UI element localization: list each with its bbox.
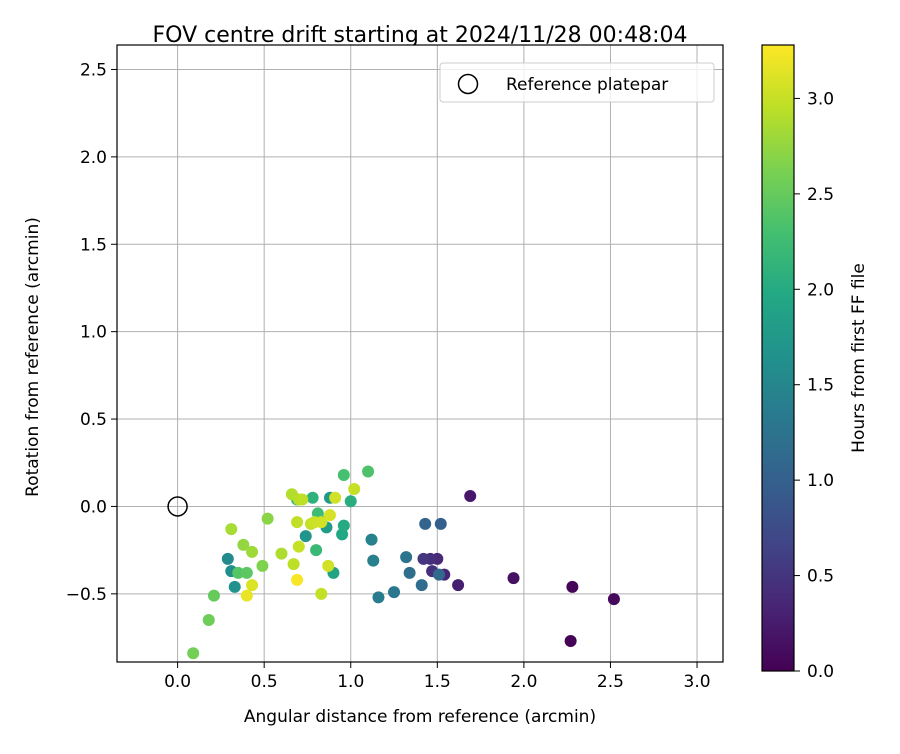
scatter-point <box>337 468 350 481</box>
colorbar-tick-label: 0.0 <box>807 662 834 682</box>
scatter-point <box>362 465 375 478</box>
y-tick-label: 2.5 <box>80 60 107 80</box>
scatter-point <box>291 516 304 529</box>
scatter-point <box>403 566 416 579</box>
legend-box <box>439 62 715 103</box>
scatter-point <box>261 512 274 525</box>
y-tick-label: 1.0 <box>80 323 107 343</box>
scatter-point <box>291 573 304 586</box>
scatter-point <box>315 587 328 600</box>
scatter-point <box>221 552 234 565</box>
scatter-point <box>415 579 428 592</box>
x-tick-label: 1.0 <box>337 672 364 692</box>
colorbar-ticks: 0.0 0.5 1.0 1.5 2.0 2.5 3.0 <box>794 89 834 682</box>
scatter-point <box>232 566 245 579</box>
scatter-point <box>202 614 215 627</box>
y-axis-label: Rotation from reference (arcmin) <box>23 217 43 497</box>
scatter-point <box>433 568 446 581</box>
y-tick-label: 1.5 <box>80 235 107 255</box>
scatter-point <box>564 635 577 648</box>
y-tick-label: −0.5 <box>66 585 107 605</box>
scatter-point <box>287 558 300 571</box>
scatter-points <box>187 465 620 660</box>
scatter-point <box>207 589 220 602</box>
colorbar-tick-label: 1.0 <box>807 471 834 491</box>
scatter-point <box>237 538 250 551</box>
y-tick-label: 2.0 <box>80 148 107 168</box>
scatter-point <box>348 482 361 495</box>
scatter-point <box>464 489 477 502</box>
scatter-point <box>337 519 350 532</box>
scatter-point <box>452 579 465 592</box>
scatter-point <box>275 547 288 560</box>
x-axis-label: Angular distance from reference (arcmin) <box>244 707 596 727</box>
colorbar-tick-label: 2.0 <box>807 280 834 300</box>
scatter-point <box>400 551 413 564</box>
scatter-point <box>419 517 432 530</box>
y-axis-ticks: −0.5 0.0 0.5 1.0 1.5 2.0 2.5 <box>66 60 117 605</box>
colorbar <box>761 44 795 672</box>
scatter-point <box>329 491 342 504</box>
scatter-point <box>323 509 336 522</box>
scatter-point <box>256 559 269 572</box>
plot-area <box>117 45 723 662</box>
scatter-point <box>299 530 312 543</box>
x-tick-label: 0.0 <box>164 672 191 692</box>
x-axis-ticks: 0.0 0.5 1.0 1.5 2.0 2.5 3.0 <box>164 662 711 692</box>
scatter-point <box>228 580 241 593</box>
scatter-point <box>367 554 380 567</box>
x-tick-label: 1.5 <box>424 672 451 692</box>
scatter-point <box>225 523 238 536</box>
plot-frame <box>116 44 724 663</box>
scatter-point <box>246 579 259 592</box>
scatter-point <box>372 591 385 604</box>
colorbar-tick-label: 1.5 <box>807 376 834 396</box>
y-tick-label: 0.0 <box>80 497 107 517</box>
legend-label: Reference platepar <box>506 75 668 95</box>
scatter-point <box>434 517 447 530</box>
colorbar-tick-label: 2.5 <box>807 185 834 205</box>
scatter-point <box>388 586 401 599</box>
scatter-point <box>246 545 259 558</box>
x-tick-label: 2.5 <box>597 672 624 692</box>
legend: Reference platepar <box>439 62 715 103</box>
scatter-point <box>344 495 357 508</box>
scatter-point <box>417 552 430 565</box>
x-tick-label: 0.5 <box>251 672 278 692</box>
scatter-point <box>566 580 579 593</box>
scatter-point <box>306 491 319 504</box>
scatter-point <box>365 533 378 546</box>
colorbar-label: Hours from first FF file <box>849 263 869 453</box>
x-tick-label: 2.0 <box>510 672 537 692</box>
scatter-point <box>292 540 305 553</box>
scatter-point <box>296 493 309 506</box>
scatter-point <box>310 544 323 557</box>
scatter-point <box>315 516 328 529</box>
scatter-point <box>240 566 253 579</box>
colorbar-tick-label: 3.0 <box>807 89 834 109</box>
scatter-point <box>322 559 335 572</box>
scatter-point <box>240 589 253 602</box>
scatter-point <box>507 572 520 585</box>
scatter-point <box>187 647 200 660</box>
y-tick-label: 0.5 <box>80 410 107 430</box>
legend-marker <box>457 73 479 95</box>
reference-platepar-marker <box>167 496 188 517</box>
colorbar-tick-label: 0.5 <box>807 567 834 587</box>
chart-title: FOV centre drift starting at 2024/11/28 … <box>153 23 688 48</box>
scatter-point <box>607 593 620 606</box>
x-tick-label: 3.0 <box>684 672 711 692</box>
